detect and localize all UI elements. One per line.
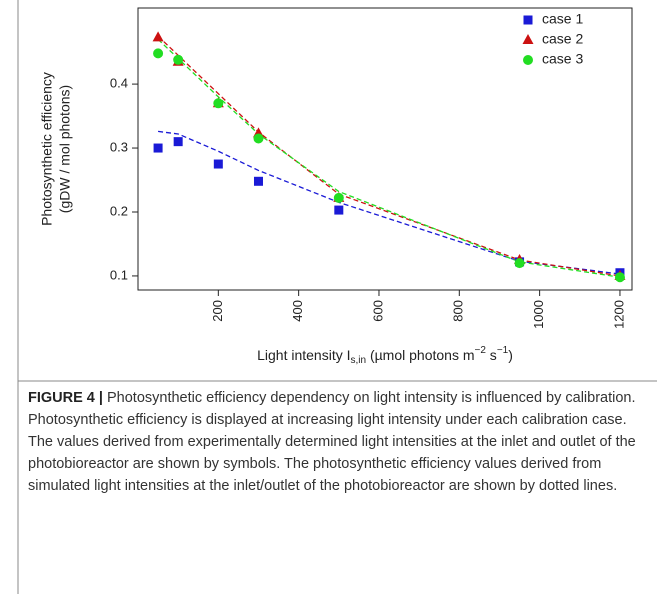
caption: FIGURE 4 | Photosynthetic efficiency dep…	[28, 387, 643, 497]
legend-marker	[523, 15, 533, 25]
x-label-part: Light intensity I	[257, 347, 350, 363]
x-axis-label: Light intensity Is,in (µmol photons m−2 …	[257, 345, 513, 366]
data-point	[253, 133, 264, 144]
y-axis-label: Photosynthetic efficiency	[39, 72, 55, 226]
legend-marker	[522, 34, 534, 44]
data-point	[334, 205, 344, 215]
x-label-part: )	[508, 347, 513, 363]
y-tick-label: 0.3	[110, 139, 128, 154]
x-label-sub: s,in	[351, 355, 367, 366]
x-tick-label: 400	[290, 300, 305, 322]
x-label-sup: −1	[497, 345, 509, 356]
plot: 0.1 0.2 0.3 0.4 200 400 600 800 1000 1200 case 1 ca…	[110, 7, 633, 329]
x-label-sup: −2	[475, 345, 487, 356]
data-point	[614, 272, 625, 283]
y-tick-label: 0.4	[110, 76, 128, 91]
x-label-part: (µmol photons m	[366, 347, 474, 363]
data-point	[253, 176, 263, 186]
data-point	[173, 54, 184, 65]
x-tick-label: 1000	[531, 300, 546, 329]
data-point	[173, 137, 183, 147]
legend-label: case 2	[542, 31, 583, 47]
legend-label: case 3	[542, 51, 583, 67]
data-point	[213, 98, 224, 109]
y-tick-label: 0.1	[110, 267, 128, 282]
legend-label: case 1	[542, 11, 583, 27]
x-tick-label: 800	[451, 300, 466, 322]
x-tick-label: 1200	[611, 300, 626, 329]
x-tick-label: 200	[210, 300, 225, 322]
x-tick-label: 600	[370, 300, 385, 322]
simulated-line	[157, 130, 621, 275]
y-tick-label: 0.2	[110, 203, 128, 218]
caption-label: FIGURE 4 |	[28, 390, 103, 406]
data-point	[153, 143, 163, 153]
simulated-line	[157, 38, 621, 278]
data-point	[153, 48, 164, 59]
data-point	[152, 31, 164, 42]
y-axis-label: (gDW / mol photons)	[57, 85, 73, 213]
x-label-part: s	[486, 347, 497, 363]
data-point	[514, 258, 525, 269]
plot-frame	[137, 7, 633, 291]
legend-marker	[523, 55, 533, 65]
data-point	[213, 159, 223, 169]
data-point	[333, 192, 344, 203]
caption-text: Photosynthetic efficiency dependency on …	[28, 390, 636, 494]
